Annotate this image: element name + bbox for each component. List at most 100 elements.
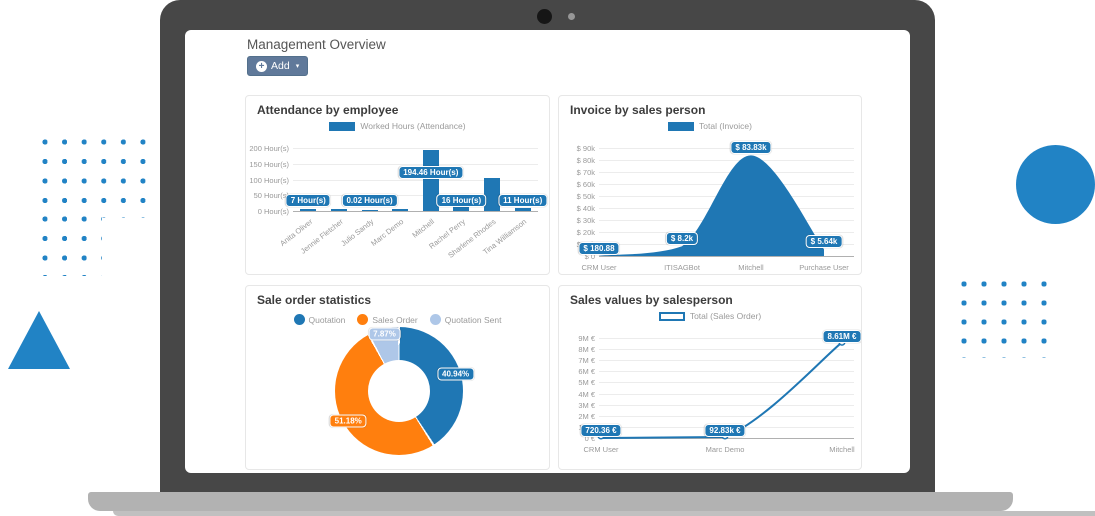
legend-item-total-sales-order-[interactable]: Total (Sales Order) [658,311,761,321]
bar-rachel-perry[interactable] [453,206,470,211]
gridline [599,360,854,362]
decor-dot-grid-right [961,281,1061,358]
legend-item-total-invoice-[interactable]: Total (Invoice) [668,121,752,131]
bar-sharlene-rhodes[interactable] [484,177,501,211]
y-tick-label: 100 Hour(s) [249,175,289,185]
chart-title: Invoice by sales person [570,103,706,117]
y-tick-label: 150 Hour(s) [249,159,289,169]
y-tick-label: $ 40k [576,204,595,213]
data-label-badge: 92.83k € [704,424,746,437]
x-tick-label: Mitchell [829,445,855,454]
legend-item-sales-order[interactable]: Sales Order [357,314,418,325]
y-tick-label: 0 Hour(s) [257,207,289,216]
gridline [599,160,854,161]
gridline [293,195,538,197]
camera-icon [537,9,552,24]
y-tick-label: 5M € [578,378,595,388]
add-button-label: Add [271,60,290,72]
line-plot [597,338,846,440]
bar-anita-oliver[interactable] [300,208,317,211]
card-attendance-by-employee: Attendance by employee Worked Hours (Att… [245,95,550,275]
legend-swatch-icon [329,121,356,131]
decor-circle [1016,145,1095,224]
chart-legend: Total (Sales Order) [559,311,861,321]
x-tick-label: Purchase User [799,263,849,272]
y-tick-label: $ 20k [576,228,595,237]
data-label-badge: 194.46 Hour(s) [398,166,464,179]
data-label-badge: 8.61M € [822,330,861,344]
y-tick-label: 4M € [578,389,595,399]
chart-legend: Worked Hours (Attendance) [246,121,549,131]
donut-hole [368,360,430,422]
data-label-badge: $ 8.2k [665,232,699,246]
decor-dot-grid-left-large [42,139,160,218]
chart-legend: Quotation Sales Order Quotation Sent [246,314,549,325]
gridline [599,371,854,373]
y-tick-label: 8M € [578,345,595,355]
dashboard-screen: Management Overview + Add ▾ Attendance b… [185,30,910,473]
x-tick-label: Marc Demo [705,445,745,454]
laptop-base [88,492,1013,511]
data-label-badge: 720.36 € [580,424,622,437]
chart-legend: Total (Invoice) [559,121,861,131]
camera-led-icon [568,13,575,20]
decor-dot-grid-left-small [42,216,102,276]
y-tick-label: 9M € [578,334,595,343]
gridline [293,163,538,165]
legend-label: Total (Invoice) [699,121,752,131]
bar-tina-williamson[interactable] [514,207,531,211]
gridline [599,338,854,339]
add-button[interactable]: + Add ▾ [247,56,309,76]
legend-item-worked-hours-attendance-[interactable]: Worked Hours (Attendance) [329,121,466,131]
y-tick-label: 6M € [578,367,595,377]
y-tick-label: 200 Hour(s) [249,144,289,153]
data-label-badge: 11 Hour(s) [498,194,548,207]
y-tick-label: $ 60k [576,180,595,189]
x-tick-label: Marc Demo [369,217,406,248]
chart-title: Attendance by employee [257,103,399,117]
x-tick-label: Julio Sandy [339,217,376,248]
gridline [599,382,854,384]
bar-julio-sandy[interactable] [361,210,378,211]
legend-label: Quotation Sent [444,314,502,325]
y-tick-label: 0 € [584,434,595,443]
laptop-base-strip [113,511,1095,516]
y-tick-label: $ 90k [576,144,595,153]
legend-item-quotation[interactable]: Quotation [293,314,345,325]
data-label-badge: 7.87% [368,327,401,341]
page-title: Management Overview [247,37,386,52]
bar-mitchell[interactable] [422,149,439,211]
legend-label: Worked Hours (Attendance) [360,121,466,131]
bar-jennie-fletcher[interactable] [330,209,347,211]
plus-icon: + [256,60,267,72]
legend-dot-icon [293,314,305,325]
gridline [599,148,854,149]
chart-title: Sales values by salesperson [570,293,733,307]
y-tick-label: 50 Hour(s) [253,191,289,201]
y-tick-label: 7M € [578,356,595,366]
legend-item-quotation-sent[interactable]: Quotation Sent [429,314,502,325]
y-tick-label: 2M € [578,411,595,421]
area-path [599,155,824,256]
chevron-down-icon: ▾ [295,63,300,70]
legend-label: Sales Order [372,314,418,325]
gridline [293,148,538,149]
data-label-badge: $ 180.88 [578,241,620,255]
gridline [293,211,538,212]
card-invoice-by-sales-person: Invoice by sales person Total (Invoice) … [558,95,862,275]
bar-marc-demo[interactable] [392,209,409,211]
x-tick-label: Mitchell [410,217,437,240]
data-label-badge: $ 83.83k [730,141,772,155]
legend-swatch-icon [658,311,685,321]
x-tick-label: ITISAGBot [664,263,700,272]
y-tick-label: $ 50k [576,192,595,201]
gridline [599,393,854,395]
y-tick-label: $ 0 [584,252,595,261]
chart-title: Sale order statistics [257,293,372,307]
x-tick-label: CRM User [581,263,617,272]
legend-dot-icon [357,314,369,325]
x-tick-label: CRM User [583,445,619,454]
data-label-badge: 51.18% [329,414,367,428]
y-tick-label: $ 80k [576,156,595,165]
gridline [599,404,854,406]
